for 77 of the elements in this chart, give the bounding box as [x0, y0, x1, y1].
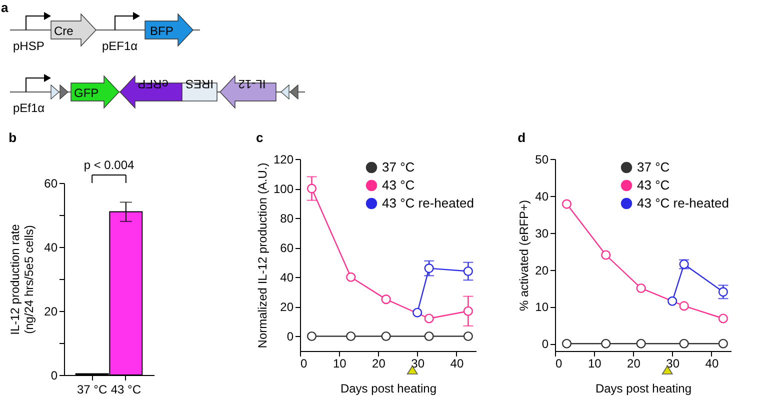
- chart-title: d: [518, 130, 526, 145]
- x-tick-label: 30: [411, 356, 425, 370]
- y-tick-label: 40: [535, 189, 549, 204]
- text: a: [1, 0, 9, 15]
- point: [463, 266, 473, 276]
- legend-label: 43 °C re-heated: [382, 196, 474, 210]
- y-tick-label: 40: [280, 270, 294, 285]
- y-tick-label: 0: [50, 368, 58, 382]
- y-tick-label: 100: [273, 182, 294, 196]
- y-tick-label: 40: [44, 240, 58, 254]
- point: [601, 338, 611, 348]
- chart-title: c: [256, 130, 264, 145]
- text: p < 0.004: [84, 158, 135, 172]
- y-tick-label: 20: [280, 300, 294, 314]
- y-tick-label: 0: [542, 337, 549, 352]
- point: [424, 264, 434, 274]
- x-tick-label: 0: [556, 356, 562, 370]
- text: GFP: [74, 86, 99, 100]
- y-tick-label: 60: [280, 241, 294, 256]
- point: [718, 287, 728, 297]
- x-tick-label: 10: [588, 356, 602, 370]
- point: [412, 308, 422, 318]
- x-tick-label: 0: [300, 356, 308, 370]
- point: [562, 199, 572, 209]
- legend-label: 43 °C: [637, 178, 670, 192]
- x-tick-label: 10: [332, 356, 347, 370]
- y-tick-label: 20: [535, 263, 549, 278]
- x-tick-label: 40: [705, 356, 719, 370]
- point: [424, 314, 434, 324]
- x-tick-label: 20: [372, 356, 386, 370]
- point: [718, 338, 728, 348]
- chart-title: b: [8, 130, 17, 145]
- y-tick-label: 10: [535, 300, 549, 314]
- point: [306, 184, 317, 194]
- y-tick-label: 60: [44, 176, 58, 190]
- point: [601, 250, 611, 260]
- text: BFP: [150, 24, 174, 38]
- point: [463, 306, 473, 316]
- text: IL-12: [238, 77, 266, 91]
- y-tick-label: 80: [280, 212, 294, 226]
- point: [636, 283, 646, 294]
- y-axis-title: % activated (eRFP+): [517, 200, 532, 312]
- point: [679, 301, 689, 311]
- legend-label: 43 °C re-heated: [637, 196, 729, 210]
- point: [381, 331, 391, 342]
- x-tick-label: 20: [627, 356, 641, 370]
- y-tick-label: 50: [535, 152, 549, 166]
- x-axis-title: Days post heating: [595, 382, 692, 396]
- legend-label: 37 °C: [637, 160, 670, 174]
- point: [346, 331, 356, 342]
- text: pEf1α: [13, 101, 45, 115]
- point: [718, 314, 728, 324]
- x-axis-title: Days post heating: [340, 382, 437, 396]
- point: [636, 338, 646, 348]
- y-axis-title: IL-12 production rate (ng/24 hrs/5e5 cells): [8, 224, 36, 335]
- point: [346, 272, 356, 282]
- text: eRFP: [138, 77, 168, 91]
- legend-label: 37 °C: [382, 160, 415, 174]
- point: [679, 338, 689, 348]
- y-tick-label: 30: [535, 226, 549, 240]
- point: [562, 338, 572, 348]
- y-tick-label: 120: [273, 152, 294, 166]
- text: pHSP: [13, 39, 44, 53]
- legend-label: 43 °C: [382, 178, 415, 192]
- x-tick-label: 40: [450, 356, 464, 370]
- x-tick-label: 30: [666, 356, 680, 370]
- text: Cre: [54, 24, 74, 38]
- y-tick-label: 0: [286, 330, 294, 344]
- point: [306, 331, 317, 342]
- point: [668, 296, 678, 306]
- y-axis-title: Normalized IL-12 production (A.U.): [255, 162, 270, 348]
- point: [463, 331, 473, 342]
- text: IRES: [185, 77, 214, 91]
- point: [424, 331, 434, 342]
- text: pEF1α: [102, 39, 138, 53]
- point: [381, 294, 391, 304]
- y-tick-label: 20: [44, 304, 58, 318]
